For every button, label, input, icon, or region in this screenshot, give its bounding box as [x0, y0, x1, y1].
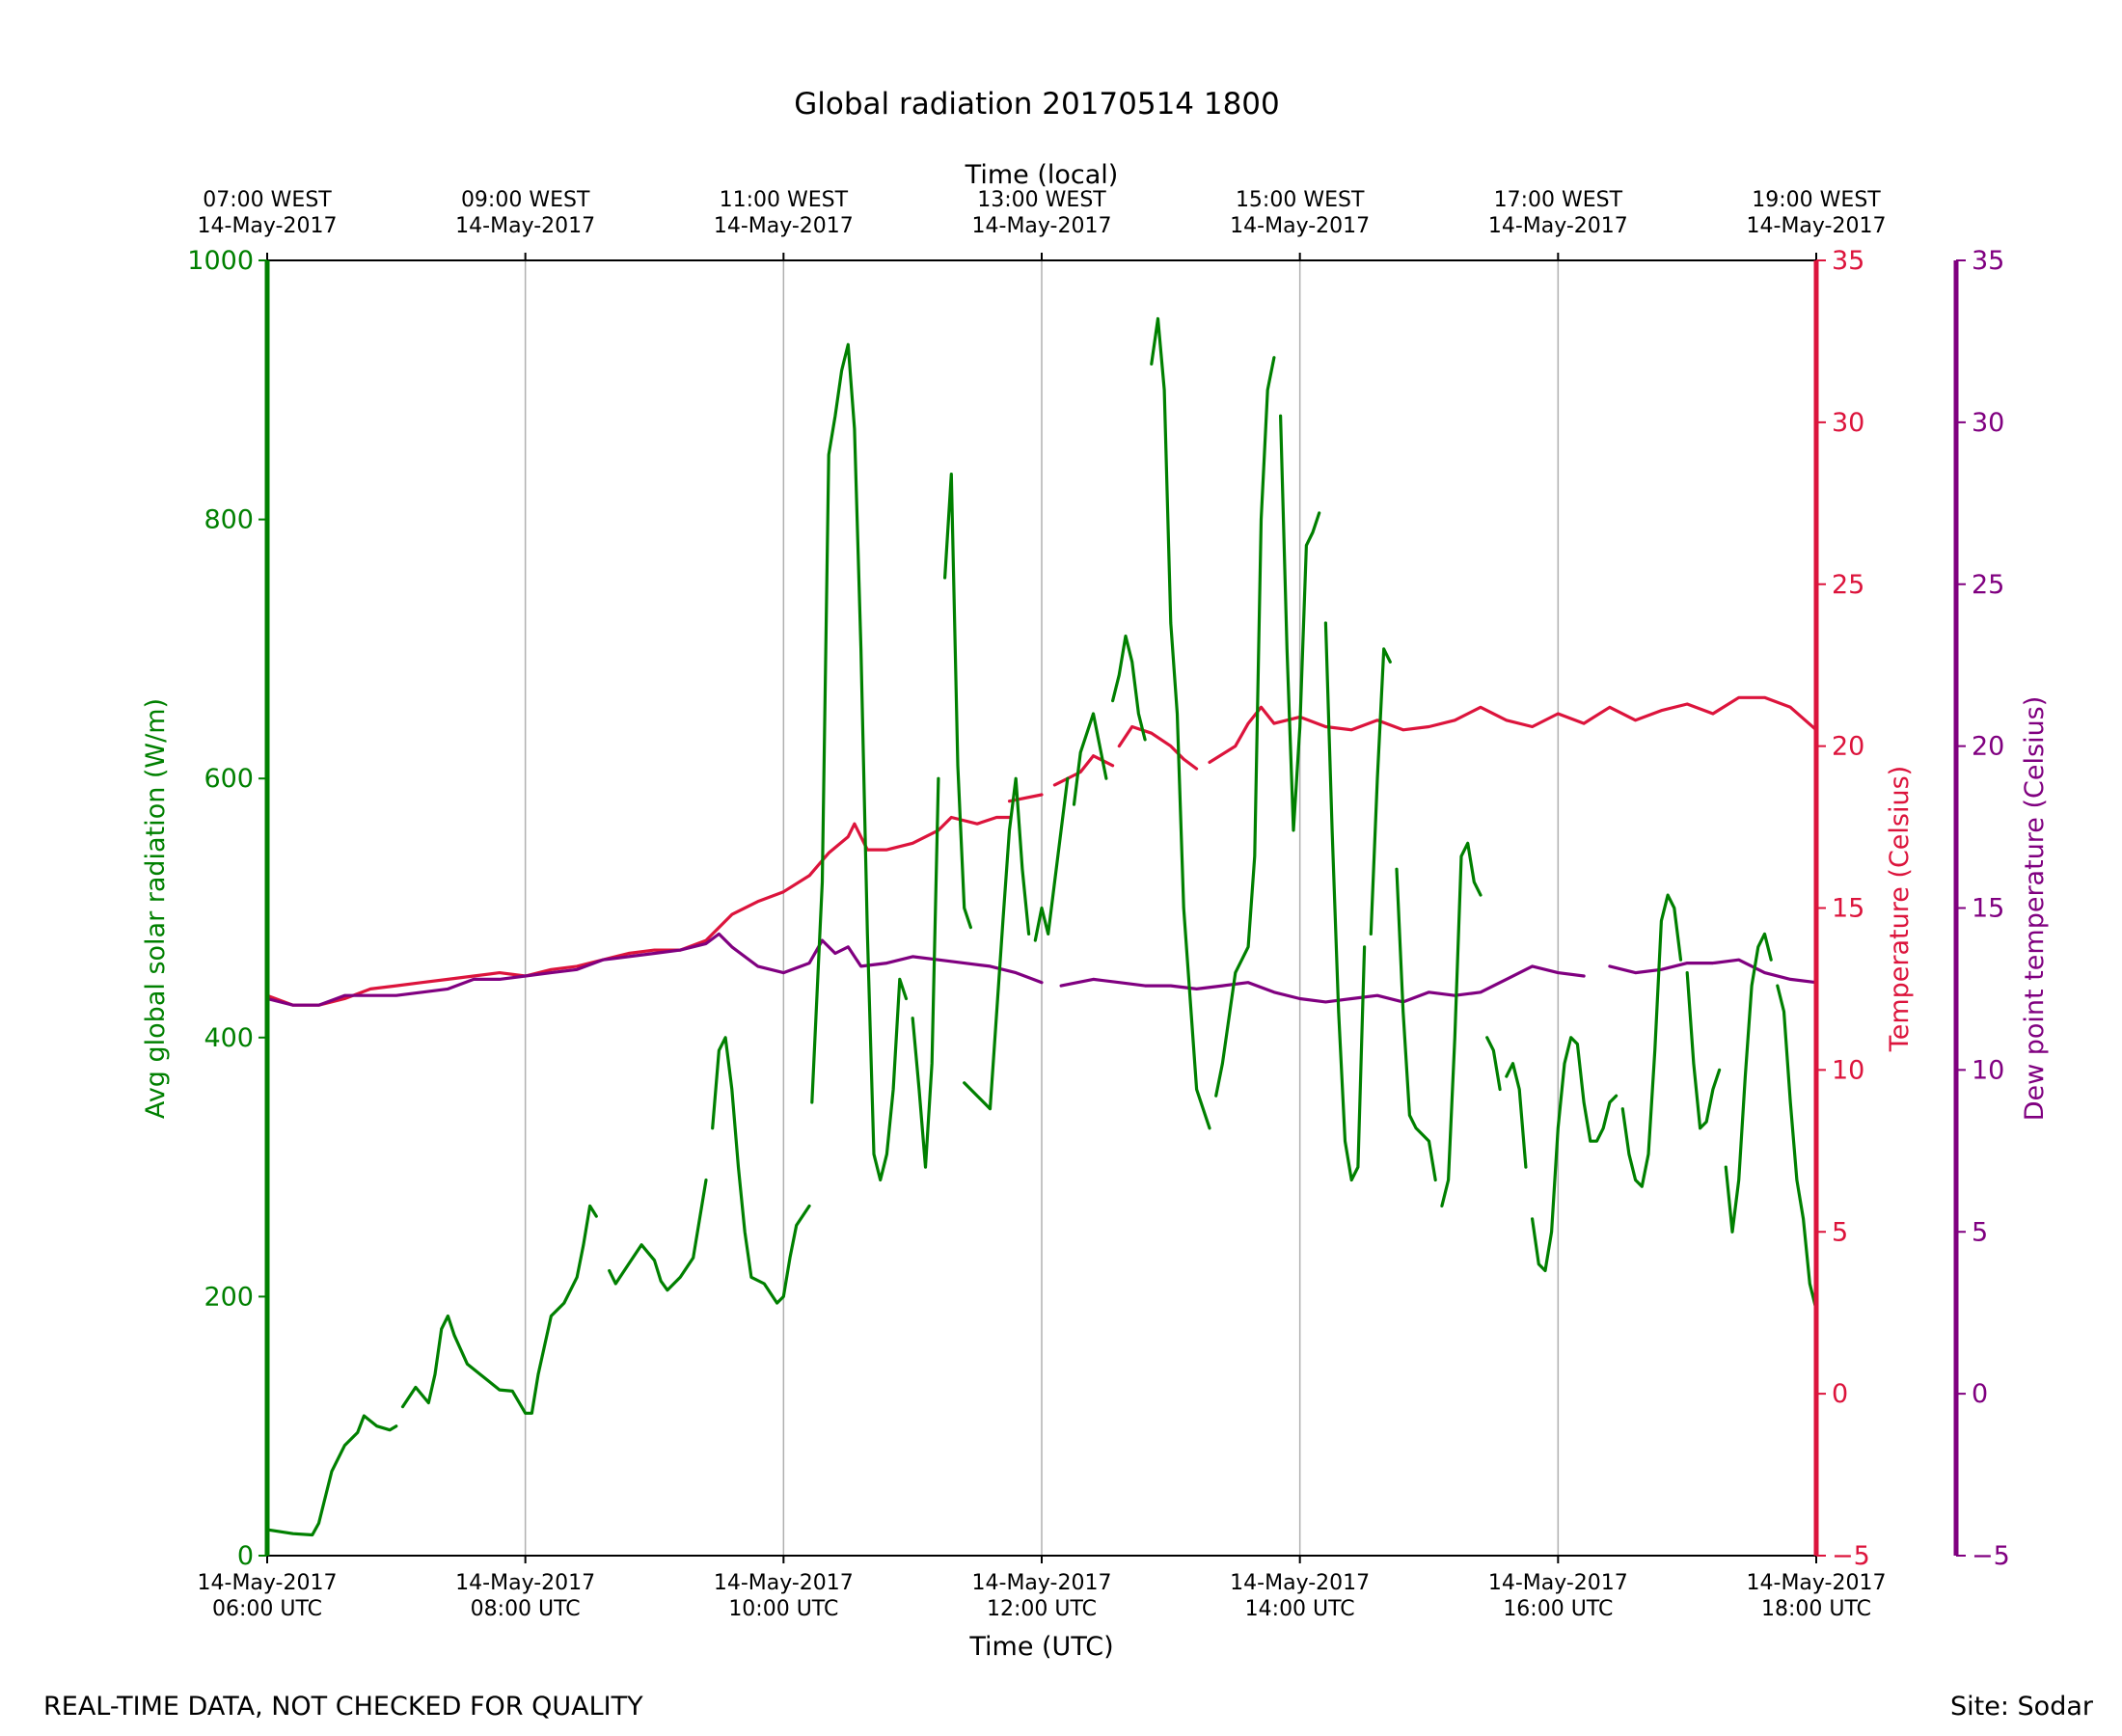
x-tick-label-date: 14-May-2017 — [1747, 1571, 1887, 1595]
temperature-axis-ticks: −5 0 5 10 15 20 25 30 35 — [1816, 246, 1870, 1571]
radiation-line-segment — [1033, 776, 1070, 942]
x-top-tick-label-time: 17:00 WEST — [1494, 188, 1623, 212]
radiation-tick-label: 200 — [204, 1282, 254, 1312]
temperature-line-segment — [265, 815, 1012, 1007]
x-tick-label-time: 08:00 UTC — [471, 1597, 581, 1621]
x-tick-label-time: 10:00 UTC — [728, 1597, 838, 1621]
radiation-tick-label: 0 — [237, 1541, 254, 1571]
radiation-line-segment — [1072, 712, 1108, 806]
temperature-tick-label: 20 — [1832, 732, 1864, 762]
temperature-tick-label: 5 — [1832, 1217, 1848, 1247]
temperature-tick-label: 35 — [1832, 246, 1864, 276]
radiation-line-segment — [810, 342, 909, 1182]
dewpoint-line-segment — [1059, 964, 1586, 1004]
x-top-tick-label-time: 13:00 WEST — [977, 188, 1106, 212]
dewpoint-tick-label: 35 — [1972, 246, 2004, 276]
dewpoint-tick-label: 10 — [1972, 1055, 2004, 1085]
radiation-line-segment — [1440, 841, 1483, 1208]
x-top-tick-label-date: 14-May-2017 — [1230, 214, 1370, 238]
radiation-line-segment — [1369, 647, 1392, 936]
x-top-tick-label-time: 15:00 WEST — [1236, 188, 1365, 212]
radiation-line-segment — [1150, 316, 1211, 1130]
x-tick-label-date: 14-May-2017 — [1488, 1571, 1628, 1595]
radiation-line-segment — [711, 1036, 811, 1305]
x-tick-label-time: 12:00 UTC — [987, 1597, 1097, 1621]
radiation-line-segment — [1776, 984, 1818, 1312]
quality-disclaimer: REAL-TIME DATA, NOT CHECKED FOR QUALITY — [43, 1692, 643, 1722]
x-top-tick-label-time: 19:00 WEST — [1752, 188, 1881, 212]
radiation-line-segment — [911, 776, 940, 1169]
x-tick-label-date: 14-May-2017 — [1230, 1571, 1370, 1595]
x-top-tick-label-time: 11:00 WEST — [720, 188, 849, 212]
radiation-line-segment — [1214, 356, 1276, 1098]
site-label: Site: Sodar — [1950, 1692, 2094, 1722]
x-tick-label-time: 06:00 UTC — [212, 1597, 322, 1621]
chart-title: Global radiation 20170514 1800 — [794, 87, 1280, 122]
temperature-line-segment — [1208, 695, 1818, 765]
x-top-tick-label-time: 07:00 WEST — [203, 188, 332, 212]
temperature-tick-label: −5 — [1832, 1541, 1870, 1571]
x-top-tick-label-date: 14-May-2017 — [1488, 214, 1628, 238]
dewpoint-tick-label: −5 — [1972, 1541, 2010, 1571]
dewpoint-tick-label: 20 — [1972, 732, 2004, 762]
data-series — [265, 316, 1818, 1537]
x-axis-top-label: Time (local) — [965, 160, 1119, 190]
radiation-line-segment — [963, 776, 1031, 1111]
radiation-line-segment — [400, 1204, 598, 1415]
radiation-line-segment — [608, 1178, 708, 1292]
x-tick-label-time: 18:00 UTC — [1761, 1597, 1871, 1621]
radiation-tick-label: 400 — [204, 1023, 254, 1053]
x-top-tick-label-date: 14-May-2017 — [455, 214, 595, 238]
temperature-tick-label: 0 — [1832, 1379, 1848, 1409]
radiation-line-segment — [1724, 932, 1773, 1234]
radiation-line-segment — [1505, 1062, 1528, 1169]
dewpoint-tick-label: 15 — [1972, 894, 2004, 924]
x-axis-label: Time (UTC) — [968, 1632, 1113, 1662]
temperature-line-segment — [1007, 793, 1044, 803]
radiation-line-segment — [1620, 893, 1683, 1188]
temperature-axis-label: Temperature (Celsius) — [1885, 766, 1915, 1052]
radiation-tick-label: 800 — [204, 505, 254, 535]
temperature-tick-label: 10 — [1832, 1055, 1864, 1085]
dewpoint-line-segment — [265, 932, 1044, 1007]
radiation-axis-ticks: 0 200 400 600 800 1000 — [187, 246, 267, 1571]
radiation-line-segment — [1530, 1036, 1619, 1273]
dewpoint-tick-label: 25 — [1972, 570, 2004, 600]
x-tick-label-date: 14-May-2017 — [455, 1571, 595, 1595]
dewpoint-tick-label: 5 — [1972, 1217, 1988, 1247]
radiation-line-segment — [1278, 414, 1321, 832]
x-top-tick-label-time: 09:00 WEST — [461, 188, 590, 212]
radiation-line-segment — [1323, 621, 1367, 1182]
temperature-tick-label: 15 — [1832, 894, 1864, 924]
x-top-tick-label-date: 14-May-2017 — [714, 214, 854, 238]
radiation-line-segment — [1685, 970, 1722, 1130]
dewpoint-axis-label: Dew point temperature (Celsius) — [2020, 696, 2050, 1122]
radiation-line-segment — [1485, 1036, 1502, 1092]
dewpoint-tick-label: 0 — [1972, 1379, 1988, 1409]
x-tick-label-date: 14-May-2017 — [972, 1571, 1112, 1595]
x-top-tick-label-date: 14-May-2017 — [972, 214, 1112, 238]
radiation-line-segment — [1395, 867, 1437, 1182]
temperature-tick-label: 25 — [1832, 570, 1864, 600]
x-tick-label-date: 14-May-2017 — [714, 1571, 854, 1595]
radiation-line-segment — [265, 1414, 398, 1537]
temperature-tick-label: 30 — [1832, 408, 1864, 438]
radiation-tick-label: 1000 — [187, 246, 254, 276]
radiation-line-segment — [1110, 634, 1147, 742]
x-tick-label-date: 14-May-2017 — [198, 1571, 338, 1595]
dewpoint-axis-ticks: −5 0 5 10 15 20 25 30 35 — [1956, 246, 2010, 1571]
x-tick-label-time: 14:00 UTC — [1245, 1597, 1355, 1621]
temperature-line-segment — [1117, 724, 1199, 771]
x-tick-label-time: 16:00 UTC — [1503, 1597, 1613, 1621]
radiation-line-segment — [942, 473, 973, 930]
radiation-axis-label: Avg global solar radiation (W/m) — [141, 698, 171, 1119]
x-top-tick-label-date: 14-May-2017 — [198, 214, 338, 238]
x-top-tick-label-date: 14-May-2017 — [1747, 214, 1887, 238]
radiation-tick-label: 600 — [204, 764, 254, 794]
dewpoint-line-segment — [1608, 958, 1818, 985]
dewpoint-tick-label: 30 — [1972, 408, 2004, 438]
